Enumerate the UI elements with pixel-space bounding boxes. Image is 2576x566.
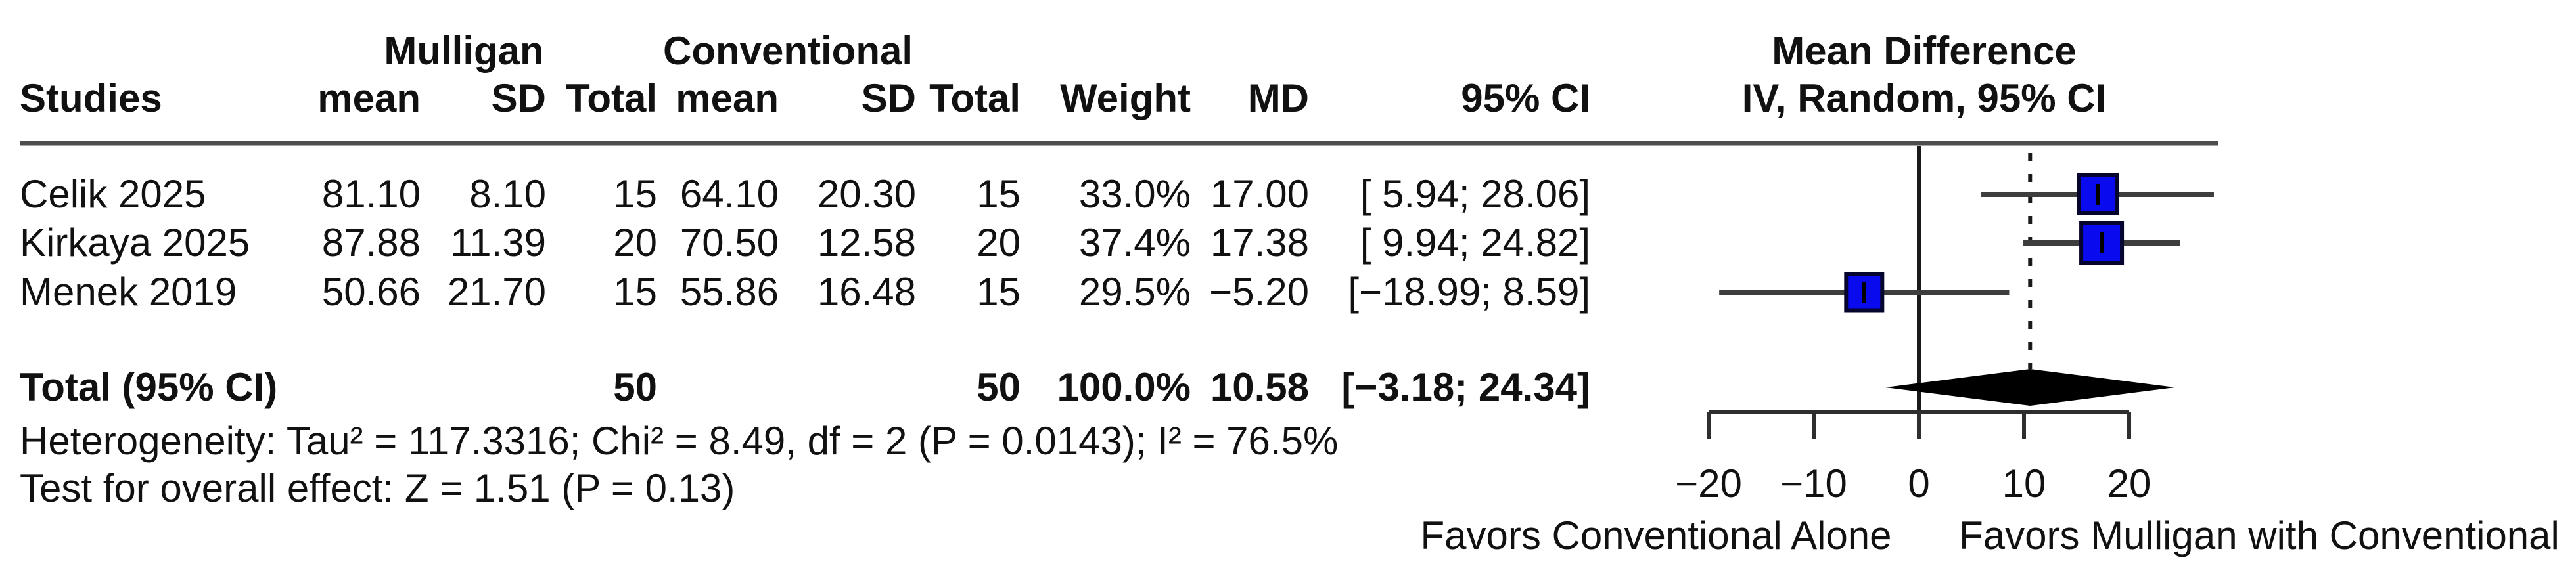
study-row-ci-cell: [ 9.94; 24.82] bbox=[1360, 221, 1590, 265]
study-row-mean1-cell: 50.66 bbox=[321, 270, 421, 314]
study-row-sd2-cell: 20.30 bbox=[817, 172, 916, 216]
column-header-mean2: mean bbox=[676, 76, 779, 120]
column-header-n1: Total bbox=[566, 76, 657, 120]
total-row-n1-cell: 50 bbox=[613, 365, 657, 409]
column-header-md: MD bbox=[1247, 76, 1309, 120]
total-row-weight-cell: 100.0% bbox=[1057, 365, 1191, 409]
total-row-md-cell: 10.58 bbox=[1210, 365, 1309, 409]
favors-right-label: Favors Mulligan with Conventional bbox=[1959, 513, 2560, 557]
study-row-weight-cell: 37.4% bbox=[1078, 221, 1191, 265]
overall-effect-note: Test for overall effect: Z = 1.51 (P = 0… bbox=[20, 466, 735, 510]
column-header-sd1: SD bbox=[491, 76, 546, 120]
study-row-md-cell: −5.20 bbox=[1209, 270, 1309, 314]
study-row-md-cell: 17.38 bbox=[1210, 221, 1309, 265]
study-row-n2-cell: 15 bbox=[977, 270, 1021, 314]
axis-tick-label: −10 bbox=[1780, 462, 1847, 506]
study-row-mean2-cell: 70.50 bbox=[679, 221, 779, 265]
column-header-n2: Total bbox=[929, 76, 1021, 120]
study-row-sd2-cell: 12.58 bbox=[817, 221, 916, 265]
study-row-n1-cell: 15 bbox=[613, 172, 657, 216]
study-row-n2-cell: 15 bbox=[977, 172, 1021, 216]
study-row-sd1-cell: 21.70 bbox=[447, 270, 546, 314]
study-weight-square bbox=[2077, 173, 2119, 215]
study-row-ci-cell: [ 5.94; 28.06] bbox=[1360, 172, 1590, 216]
study-row-sd1-cell: 11.39 bbox=[450, 221, 546, 265]
study-row-mean1-cell: 81.10 bbox=[321, 172, 421, 216]
study-row-md-cell: 17.00 bbox=[1210, 172, 1309, 216]
study-row-mean2-cell: 55.86 bbox=[679, 270, 779, 314]
study-row-sd1-cell: 8.10 bbox=[469, 172, 546, 216]
total-row-ci-cell: [−3.18; 24.34] bbox=[1341, 365, 1590, 409]
pooled-diamond bbox=[1885, 369, 2175, 406]
column-header-weight: Weight bbox=[1060, 76, 1191, 120]
study-row-n2-cell: 20 bbox=[977, 221, 1021, 265]
study-row-mean2-cell: 64.10 bbox=[679, 172, 779, 216]
total-row-name-cell: Total (95% CI) bbox=[20, 365, 278, 409]
study-row-mean1-cell: 87.88 bbox=[321, 221, 421, 265]
heterogeneity-note: Heterogeneity: Tau² = 117.3316; Chi² = 8… bbox=[20, 419, 1339, 463]
axis-tick-label: 20 bbox=[2107, 462, 2151, 506]
column-header-mean1: mean bbox=[317, 76, 421, 120]
effect-measure-header: Mean Difference bbox=[1772, 29, 2077, 73]
study-row-name-cell: Celik 2025 bbox=[20, 172, 206, 216]
group-header-mulligan: Mulligan bbox=[384, 29, 544, 73]
column-header-ci: 95% CI bbox=[1461, 76, 1590, 120]
axis-tick-label: −20 bbox=[1675, 462, 1742, 506]
group-header-conventional: Conventional bbox=[662, 29, 913, 73]
axis-tick-label: 0 bbox=[1908, 462, 1930, 506]
column-header-sd2: SD bbox=[861, 76, 916, 120]
axis-tick-label: 10 bbox=[2002, 462, 2046, 506]
study-row-name-cell: Kirkaya 2025 bbox=[20, 221, 250, 265]
study-row-sd2-cell: 16.48 bbox=[817, 270, 916, 314]
study-row-ci-cell: [−18.99; 8.59] bbox=[1348, 270, 1590, 314]
study-row-n1-cell: 20 bbox=[613, 221, 657, 265]
study-row-name-cell: Menek 2019 bbox=[20, 270, 237, 314]
studies-column-header: Studies bbox=[20, 76, 162, 120]
study-row-weight-cell: 29.5% bbox=[1078, 270, 1191, 314]
total-row-n2-cell: 50 bbox=[977, 365, 1021, 409]
model-header: IV, Random, 95% CI bbox=[1741, 76, 2107, 120]
favors-left-label: Favors Conventional Alone bbox=[1420, 513, 1892, 557]
study-row-n1-cell: 15 bbox=[613, 270, 657, 314]
study-row-weight-cell: 33.0% bbox=[1078, 172, 1191, 216]
